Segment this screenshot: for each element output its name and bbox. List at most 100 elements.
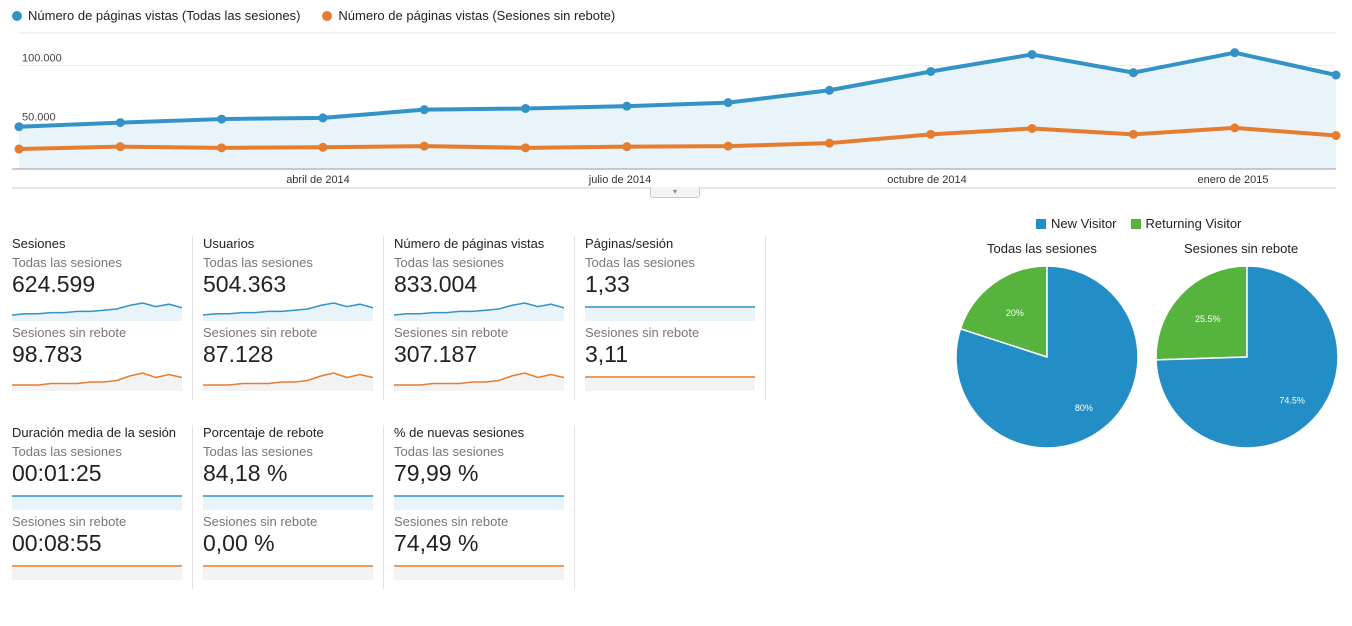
sparkline-non-bounce <box>203 565 373 580</box>
pie-slice-returning-visitor[interactable] <box>1155 265 1248 361</box>
sparkline-non-bounce <box>12 565 182 580</box>
pie-title-all-sessions: Todas las sesiones <box>987 241 1097 256</box>
segment-label-all: Todas las sesiones <box>394 255 504 270</box>
data-point-all-sessions[interactable] <box>419 105 429 115</box>
metric-name: Páginas/sesión <box>585 236 674 251</box>
pageviews-line-chart: 100.000 50.000 abril de 2014 julio de 2014 o… <box>12 32 1341 189</box>
blue-dot-icon <box>12 10 22 21</box>
data-point-non-bounce[interactable] <box>14 144 24 154</box>
metric-tile[interactable]: Usuarios Todas las sesiones 504.363 Sesione… <box>203 236 373 391</box>
metric-value-non-bounce: 98.783 <box>12 341 83 367</box>
sparkline-all <box>394 495 564 510</box>
segment-label-non-bounce: Sesiones sin rebote <box>203 325 318 340</box>
data-point-non-bounce[interactable] <box>926 129 936 139</box>
sparkline-non-bounce <box>12 372 182 391</box>
metric-value-non-bounce: 3,11 <box>585 341 629 367</box>
data-point-all-sessions[interactable] <box>318 113 328 123</box>
pie-label-returning: 20% <box>1006 308 1024 318</box>
segment-label-all: Todas las sesiones <box>394 444 504 459</box>
data-point-all-sessions[interactable] <box>1128 68 1138 78</box>
metric-tile[interactable]: Sesiones Todas las sesiones 624.599 Sesione… <box>12 236 182 391</box>
x-tick-label: enero de 2015 <box>1198 174 1269 186</box>
data-point-all-sessions[interactable] <box>926 66 936 76</box>
metric-value-non-bounce: 74,49 % <box>394 530 479 556</box>
sparkline-all <box>203 302 373 321</box>
series-line-non-bounce <box>18 125 1337 152</box>
data-point-all-sessions[interactable] <box>115 118 125 128</box>
metric-value-all: 79,99 % <box>394 460 479 486</box>
data-point-non-bounce[interactable] <box>1027 123 1037 133</box>
data-point-all-sessions[interactable] <box>521 103 531 113</box>
sparkline-all <box>585 306 755 321</box>
pie-legend-label-returning: Returning Visitor <box>1145 216 1242 231</box>
sparkline-non-bounce <box>203 372 373 391</box>
metric-name: Usuarios <box>203 236 255 251</box>
sparkline-non-bounce <box>394 565 564 580</box>
orange-dot-icon <box>322 10 333 21</box>
data-point-non-bounce[interactable] <box>115 142 125 152</box>
sparkline-all <box>12 495 182 510</box>
metric-tile[interactable]: Páginas/sesión Todas las sesiones 1,33 Sesi… <box>585 236 755 391</box>
data-point-non-bounce[interactable] <box>824 138 834 148</box>
segment-label-all: Todas las sesiones <box>203 444 313 459</box>
data-point-all-sessions[interactable] <box>824 85 834 95</box>
segment-label-all: Todas las sesiones <box>203 255 313 270</box>
data-point-all-sessions[interactable] <box>723 98 733 108</box>
sparkline-all <box>203 495 373 510</box>
segment-label-all: Todas las sesiones <box>585 255 695 270</box>
data-point-non-bounce[interactable] <box>723 141 733 151</box>
pie-slice-new-visitor[interactable] <box>1155 265 1339 449</box>
legend-label-non-bounce: Número de páginas vistas (Sesiones sin r… <box>338 8 616 23</box>
metric-value-all: 833.004 <box>394 271 478 297</box>
data-point-all-sessions[interactable] <box>14 122 24 132</box>
sparkline-non-bounce <box>585 376 755 391</box>
segment-label-all: Todas las sesiones <box>12 255 122 270</box>
data-point-non-bounce[interactable] <box>217 143 227 153</box>
metric-value-all: 504.363 <box>203 271 287 297</box>
legend-item-all-sessions[interactable]: Número de páginas vistas (Todas las sesi… <box>12 8 300 23</box>
data-point-non-bounce[interactable] <box>1331 131 1341 141</box>
pie-legend-new-visitor[interactable]: New Visitor <box>1036 216 1117 231</box>
pie-slice-new-visitor[interactable] <box>955 265 1139 449</box>
metric-value-non-bounce: 307.187 <box>394 341 478 367</box>
x-tick-label: abril de 2014 <box>286 174 350 186</box>
metric-tile[interactable]: Número de páginas vistas Todas las sesion… <box>394 236 564 391</box>
y-tick-label: 50.000 <box>22 111 56 123</box>
data-point-all-sessions[interactable] <box>1027 49 1037 59</box>
y-tick-label: 100.000 <box>22 53 62 65</box>
segment-label-non-bounce: Sesiones sin rebote <box>585 325 700 340</box>
data-point-non-bounce[interactable] <box>318 142 328 152</box>
legend-item-non-bounce[interactable]: Número de páginas vistas (Sesiones sin r… <box>322 8 615 23</box>
pie-legend: New Visitor Returning Visitor <box>1036 216 1241 231</box>
segment-label-non-bounce: Sesiones sin rebote <box>394 325 509 340</box>
chart-collapse-handle[interactable]: ▾ <box>650 187 700 198</box>
data-point-non-bounce[interactable] <box>1230 123 1240 133</box>
data-point-non-bounce[interactable] <box>622 142 632 152</box>
metric-name: Sesiones <box>12 236 66 251</box>
data-point-all-sessions[interactable] <box>1331 70 1341 80</box>
data-point-non-bounce[interactable] <box>521 143 531 153</box>
tile-separator <box>192 425 193 589</box>
area-fill-all-sessions <box>19 52 1336 169</box>
data-point-non-bounce[interactable] <box>419 141 429 151</box>
metric-value-all: 84,18 % <box>203 460 288 486</box>
pie-label-new: 80% <box>1075 403 1093 413</box>
sparkline-all <box>394 302 564 321</box>
metric-value-all: 00:01:25 <box>12 460 102 486</box>
pie-slice-returning-visitor[interactable] <box>959 265 1048 359</box>
data-point-all-sessions[interactable] <box>622 101 632 111</box>
segment-label-non-bounce: Sesiones sin rebote <box>394 514 509 529</box>
data-point-all-sessions[interactable] <box>217 114 227 124</box>
pie-title-non-bounce: Sesiones sin rebote <box>1184 241 1299 256</box>
pie-legend-label-new: New Visitor <box>1051 216 1117 231</box>
pie-legend-returning-visitor[interactable]: Returning Visitor <box>1130 216 1242 231</box>
metric-tile[interactable]: Duración media de la sesión Todas las ses… <box>12 425 182 580</box>
tile-separator <box>192 236 193 400</box>
data-point-non-bounce[interactable] <box>1128 129 1138 139</box>
metric-tile[interactable]: % de nuevas sesiones Todas las sesiones 79… <box>394 425 564 580</box>
metric-tile[interactable]: Porcentaje de rebote Todas las sesiones 84… <box>203 425 373 580</box>
data-point-all-sessions[interactable] <box>1230 48 1240 58</box>
sparkline-non-bounce <box>394 372 564 391</box>
pie-label-returning: 25.5% <box>1195 314 1221 324</box>
tile-separator <box>765 236 766 400</box>
